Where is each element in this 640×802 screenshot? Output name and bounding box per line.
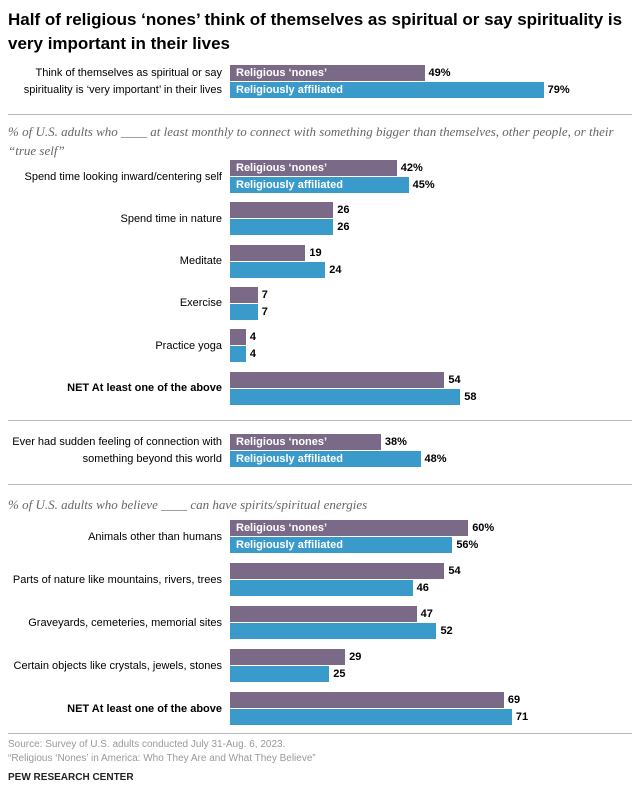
subtitle: % of U.S. adults who ____ at least month… (8, 124, 614, 158)
bar (230, 580, 413, 596)
bar (230, 303, 258, 320)
legend-label: Religiously affiliated (236, 179, 343, 191)
bar (230, 82, 544, 98)
bar (230, 261, 326, 278)
value-label: 25 (333, 668, 346, 680)
bar (230, 692, 504, 708)
category-label: Parts of nature like mountains, rivers, … (12, 573, 222, 586)
category-label: Ever had sudden feeling of connection wi… (12, 436, 222, 465)
value-label: 7 (261, 305, 268, 318)
value-label: 42% (400, 162, 423, 174)
value-label: 54 (448, 565, 461, 577)
legend-label: Religiously affiliated (236, 453, 343, 465)
bar (230, 219, 334, 236)
bar (230, 160, 397, 176)
source-note: Source: Survey of U.S. adults conducted … (8, 739, 286, 750)
bar (230, 388, 461, 405)
bar (230, 434, 381, 450)
bar (230, 202, 334, 219)
separator (8, 484, 632, 485)
value-label: 4 (249, 348, 256, 361)
bar (230, 346, 246, 363)
bar (230, 371, 445, 388)
bar (230, 606, 417, 622)
legend-label: Religious ‘nones’ (236, 522, 328, 534)
bar (230, 329, 246, 346)
value-label: 46 (416, 582, 429, 594)
value-label: 71 (515, 711, 529, 723)
bar (230, 709, 512, 725)
category-label: Certain objects like crystals, jewels, s… (13, 659, 222, 672)
separator (8, 733, 632, 734)
value-label: 26 (337, 221, 350, 234)
bar (230, 65, 425, 81)
value-label: 60% (472, 522, 495, 534)
category-label: Practice yoga (155, 339, 222, 352)
bar (230, 563, 445, 579)
bar (230, 623, 437, 639)
category-label: Exercise (179, 297, 222, 310)
value-label: 26 (337, 204, 350, 217)
value-label: 19 (309, 246, 322, 259)
value-label: 24 (329, 263, 342, 276)
value-label: 79% (547, 84, 570, 96)
bar (230, 244, 306, 261)
credit: PEW RESEARCH CENTER (8, 772, 134, 783)
value-label: 7 (261, 288, 268, 301)
chart-title: Half of religious ‘nones’ think of thems… (8, 10, 623, 53)
category-label: Think of themselves as spiritual or say … (23, 67, 222, 96)
bar (230, 451, 421, 467)
value-label: 56% (456, 539, 479, 551)
bar (230, 286, 258, 303)
value-label: 47 (420, 608, 433, 620)
value-label: 38% (384, 436, 407, 448)
bar (230, 177, 409, 193)
value-label: 29 (349, 651, 362, 663)
category-label: NET At least one of the above (67, 702, 222, 715)
legend-label: Religious ‘nones’ (236, 67, 328, 79)
bar (230, 649, 346, 665)
report-note: “Religious ‘Nones’ in America: Who They … (8, 753, 316, 764)
legend-label: Religious ‘nones’ (236, 162, 328, 174)
bar (230, 520, 469, 536)
value-label: 58 (464, 390, 477, 403)
category-label: Meditate (179, 255, 222, 268)
category-label: Spend time in nature (120, 212, 222, 225)
bar (230, 537, 453, 553)
bar (230, 666, 330, 682)
legend-label: Religiously affiliated (236, 84, 343, 96)
separator (8, 420, 632, 421)
value-label: 45% (412, 179, 435, 191)
value-label: 54 (448, 373, 461, 386)
legend-label: Religiously affiliated (236, 539, 343, 551)
category-label: Graveyards, cemeteries, memorial sites (28, 616, 222, 629)
value-label: 48% (424, 453, 447, 465)
subtitle: % of U.S. adults who believe ____ can ha… (8, 497, 368, 512)
value-label: 49% (428, 67, 451, 79)
value-label: 69 (507, 694, 521, 706)
category-label: Animals other than humans (88, 530, 222, 543)
value-label: 4 (249, 331, 256, 344)
separator (8, 114, 632, 115)
legend-label: Religious ‘nones’ (236, 436, 328, 448)
category-label: NET At least one of the above (67, 382, 222, 394)
category-label: Spend time looking inward/centering self (24, 170, 222, 183)
value-label: 52 (440, 625, 453, 637)
